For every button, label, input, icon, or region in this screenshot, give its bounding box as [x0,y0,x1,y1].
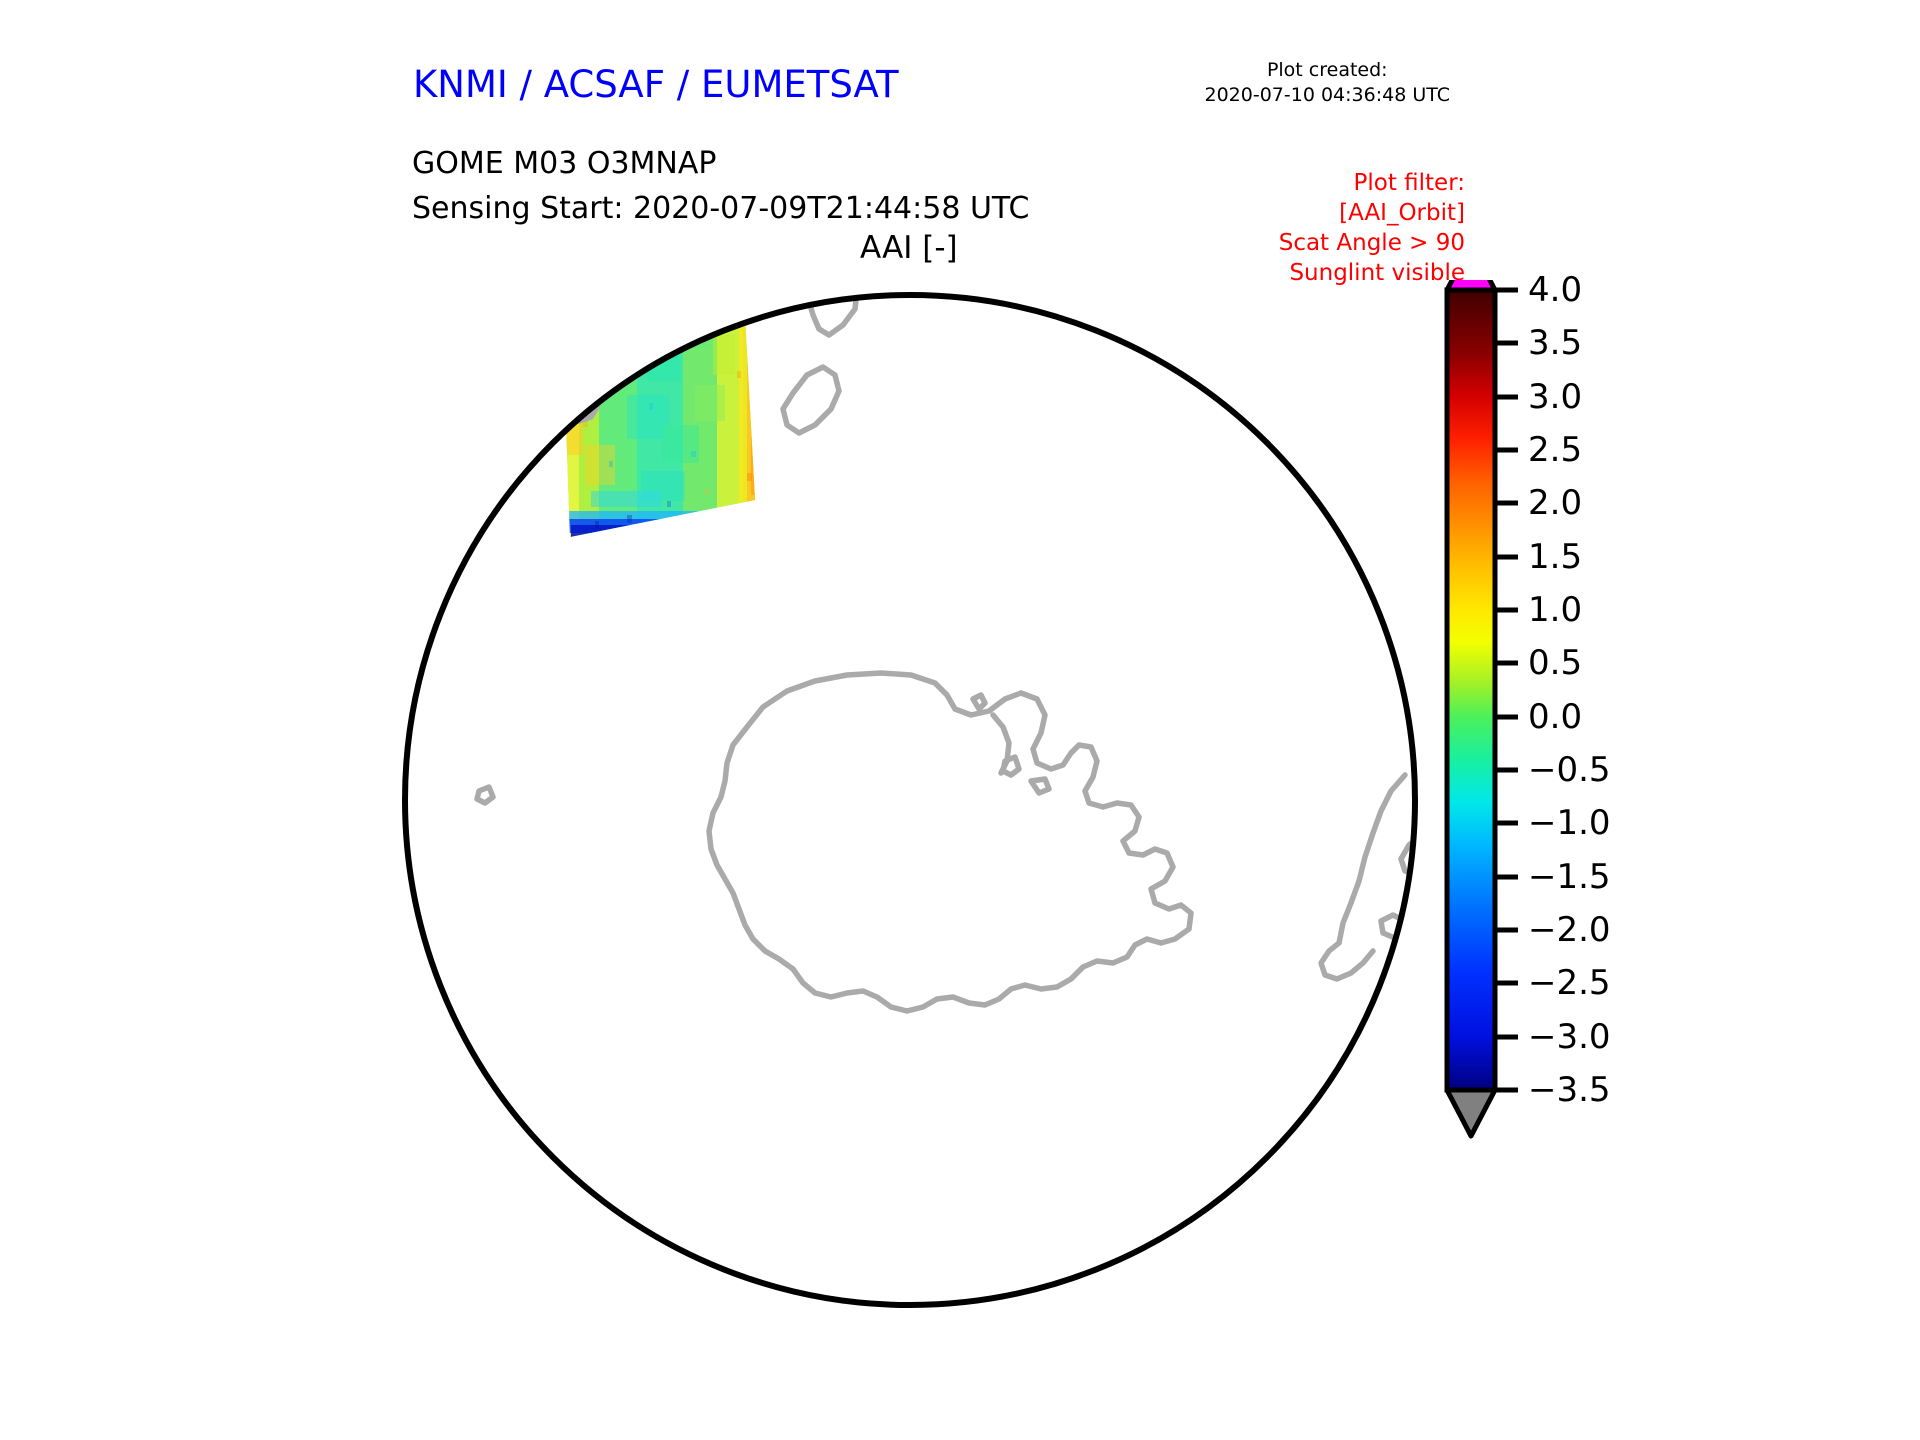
colorbar-tick-label-15: −3.5 [1528,1070,1611,1110]
globe-disc [405,295,1415,1305]
coastline-nz-south-island [780,364,842,436]
colorbar-tick-label-5: 1.5 [1528,537,1583,577]
colorbar-tick-label-10: −1.0 [1528,803,1611,843]
coastline-nz-north-island [806,295,860,338]
plot-created-time: 2020-07-10 04:36:48 UTC [1204,84,1451,106]
axes-title: AAI [-] [860,230,958,266]
colorbar-ticks [1495,287,1518,1093]
coastline-tierra-del-fuego [1318,940,1376,982]
map-boundary-circle [402,292,1418,1308]
colorbar-tick-label-12: −2.0 [1528,910,1611,950]
coastline-island-a [970,692,988,712]
colorbar: 4.0 3.5 3.0 2.5 2.0 1.5 1.0 0.5 0.0 −0.5… [1440,270,1740,1330]
product-name: GOME M03 O3MNAP [412,146,717,181]
plot-filter-line-2: Scat Angle > 90 [1278,230,1465,256]
coastline-island-b [1000,754,1022,778]
colorbar-gradient [1444,287,1498,1093]
colorbar-tick-label-8: 0.0 [1528,697,1583,737]
plot-filter-line-1: [AAI_Orbit] [1339,200,1465,226]
sensing-start: Sensing Start: 2020-07-09T21:44:58 UTC [412,191,1030,226]
colorbar-tick-label-3: 2.5 [1528,430,1583,470]
colorbar-tick-label-7: 0.5 [1528,643,1583,683]
polar-map [402,292,1418,1308]
coastline-south-america [1336,772,1408,946]
colorbar-tick-label-1: 3.5 [1528,323,1583,363]
plot-filter-title: Plot filter: [1353,170,1465,196]
map-plot-area [395,275,1425,1335]
coastline-small-island-west [474,784,496,806]
organization-title: KNMI / ACSAF / EUMETSAT [413,63,899,106]
colorbar-under-extend [1444,1087,1498,1139]
colorbar-tick-label-4: 2.0 [1528,483,1583,523]
plot-filter-line-3: Sunglint visible [1289,260,1465,286]
coastline-falkland-island-east [1408,898,1415,920]
colorbar-tick-label-2: 3.0 [1528,377,1583,417]
colorbar-tick-label-0: 4.0 [1528,270,1583,310]
colorbar-tick-label-6: 1.0 [1528,590,1583,630]
plot-created-block: Plot created: 2020-07-10 04:36:48 UTC [1205,58,1451,108]
plot-created-label: Plot created: [1266,59,1388,81]
colorbar-tick-label-14: −3.0 [1528,1017,1611,1057]
coastline-australia-fragment [520,344,556,372]
product-info-block: GOME M03 O3MNAP Sensing Start: 2020-07-0… [412,141,1029,231]
coastline-antarctica [706,670,1194,1014]
colorbar-tick-label-13: −2.5 [1528,963,1611,1003]
plot-filter-block: Plot filter: [AAI_Orbit] Scat Angle > 90… [1279,168,1465,288]
colorbar-tick-label-9: −0.5 [1528,750,1611,790]
colorbar-graphic [1444,280,1518,1139]
colorbar-tick-label-11: −1.5 [1528,857,1611,897]
coastline-island-c [1028,776,1052,796]
